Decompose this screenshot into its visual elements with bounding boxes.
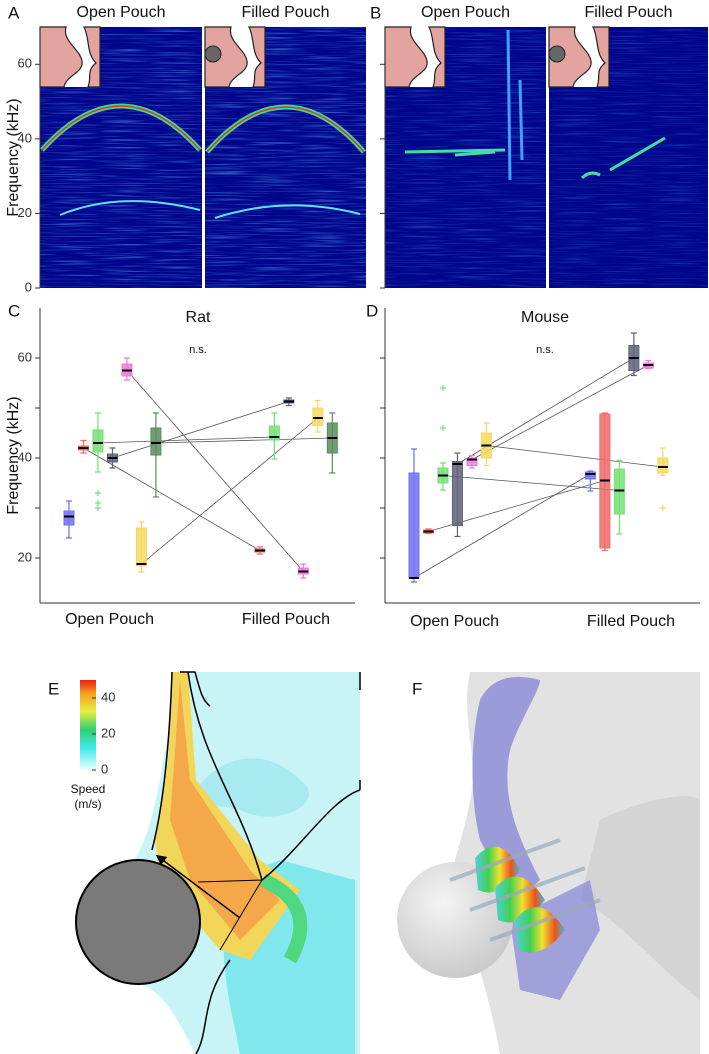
panel-letter: B	[370, 3, 381, 22]
y-tick-label: 40	[18, 130, 32, 145]
x-category-label: Open Pouch	[65, 611, 154, 628]
box	[466, 457, 478, 466]
connector	[413, 473, 591, 579]
connector	[126, 370, 304, 572]
connector	[112, 401, 289, 459]
x-category-label: Open Pouch	[410, 613, 499, 630]
annotation: n.s.	[536, 344, 554, 356]
y-tick-label: 0	[25, 279, 32, 294]
connector	[141, 417, 319, 565]
box	[63, 510, 75, 526]
y-axis-label: Frequency (kHz)	[5, 396, 22, 514]
box	[657, 457, 669, 474]
panel-letter: F	[412, 679, 422, 698]
colorbar-tick-label: 40	[101, 689, 115, 704]
chart-title: Rat	[186, 309, 211, 326]
panel-letter: A	[8, 3, 20, 22]
subplot-title: Open Pouch	[77, 4, 166, 21]
y-axis-label: Frequency (kHz)	[5, 98, 22, 216]
x-category-label: Filled Pouch	[242, 611, 330, 628]
3d-render	[397, 672, 700, 1054]
box	[92, 429, 104, 453]
colorbar-label: Speed	[71, 782, 106, 796]
connector	[83, 447, 261, 551]
y-tick-label: 40	[18, 449, 32, 464]
y-tick-label: 20	[18, 549, 32, 564]
box	[408, 472, 420, 579]
spectrogram-images	[39, 26, 708, 288]
subplot-title: Filled Pouch	[584, 4, 672, 21]
box	[268, 425, 280, 441]
outlier	[94, 490, 101, 496]
connector	[155, 437, 333, 444]
colorbar-tick-label: 20	[101, 725, 115, 740]
box	[135, 527, 147, 567]
x-category-label: Filled Pouch	[587, 613, 675, 630]
panel-letter: D	[366, 301, 378, 320]
outlier	[659, 505, 666, 511]
box	[451, 461, 463, 526]
outlier	[439, 425, 446, 431]
panel-letter: C	[8, 301, 20, 320]
box	[584, 471, 596, 480]
connector	[486, 445, 663, 468]
outlier	[94, 505, 101, 511]
y-tick-label: 20	[18, 205, 32, 220]
subplot-title: Filled Pouch	[241, 4, 329, 21]
connector	[97, 436, 275, 444]
box	[150, 427, 162, 456]
colorbar-tick-label: 0	[101, 761, 108, 776]
annotation: n.s.	[189, 344, 207, 356]
outlier	[439, 385, 446, 391]
flow-field	[75, 671, 361, 1054]
subplot-title: Open Pouch	[421, 4, 510, 21]
y-tick-label: 60	[18, 349, 32, 364]
panel-letter: E	[48, 679, 59, 698]
connector	[471, 364, 649, 460]
colorbar-label: (m/s)	[74, 797, 101, 811]
y-tick-label: 60	[18, 56, 32, 71]
chart-title: Mouse	[521, 309, 569, 326]
box	[312, 407, 324, 426]
